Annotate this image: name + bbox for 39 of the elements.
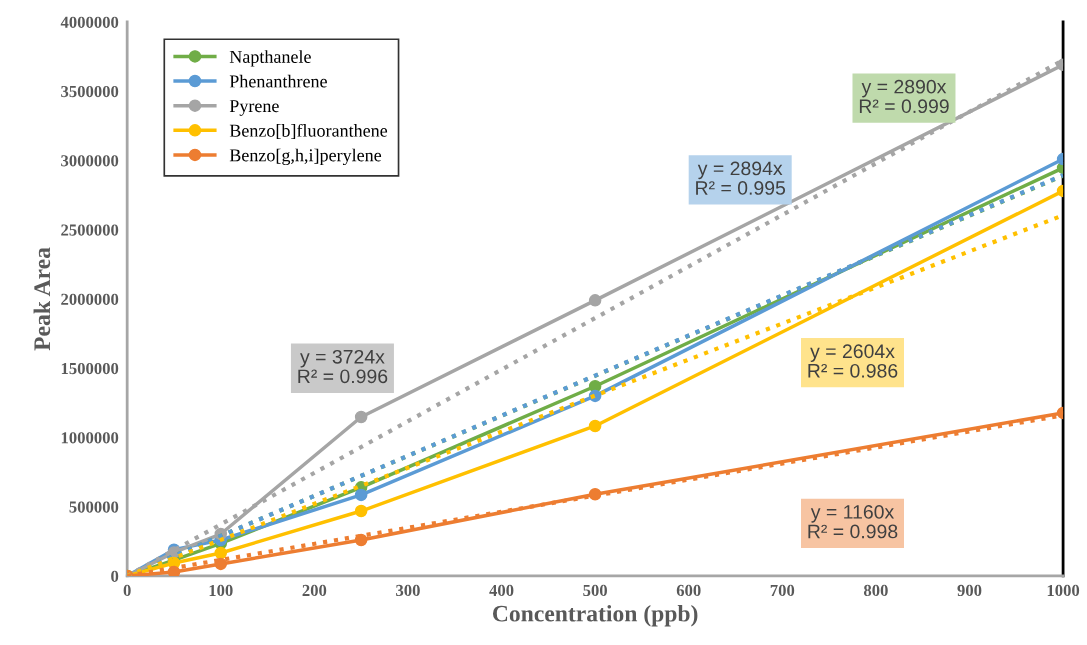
point xyxy=(588,419,602,433)
x-tick-label: 1000 xyxy=(1047,584,1080,597)
point xyxy=(588,294,602,307)
annotation: y = 2894x R² = 0.995 xyxy=(696,161,786,195)
annotation: y = 2604x R² = 0.986 xyxy=(808,344,898,378)
point xyxy=(354,504,368,518)
annotation: y = 1160x R² = 0.998 xyxy=(808,505,898,539)
x-tick-label: 700 xyxy=(770,584,795,597)
y-axis-title: Peak Area xyxy=(33,247,51,351)
y-tick-label: 3000000 xyxy=(61,155,119,167)
legend-label: Phenanthrene xyxy=(229,74,327,88)
point xyxy=(354,410,368,424)
annotation: y = 2890x R² = 0.999 xyxy=(859,79,949,114)
legend-label: Benzo[g,h,i]perylene xyxy=(229,148,382,166)
x-tick-label: 100 xyxy=(209,584,233,597)
legend-label: Pyrene xyxy=(229,100,279,116)
y-tick-label: 1000000 xyxy=(61,432,119,444)
annotation: y = 3724x R² = 0.996 xyxy=(298,349,388,384)
x-tick-label: 300 xyxy=(396,584,420,597)
y-tick-label: 2500000 xyxy=(61,224,119,236)
x-axis-title: Concentration (ppb) xyxy=(492,604,698,627)
x-tick-label: 400 xyxy=(489,584,514,597)
y-tick-label: 1500000 xyxy=(61,362,119,375)
point xyxy=(167,565,181,576)
point xyxy=(354,488,368,502)
x-tick-label: 500 xyxy=(583,584,607,597)
x-tick-label: 900 xyxy=(957,584,982,597)
x-tick-label: 800 xyxy=(863,584,888,597)
legend-label: Napthanele xyxy=(229,50,311,67)
y-tick-label: 3500000 xyxy=(61,85,119,98)
y-tick-label: 2000000 xyxy=(61,293,119,305)
y-tick-label: 500000 xyxy=(69,501,119,513)
x-tick-label: 0 xyxy=(123,584,131,597)
y-tick-label: 0 xyxy=(111,570,119,582)
y-tick-label: 4000000 xyxy=(60,16,119,28)
x-tick-label: 200 xyxy=(302,584,327,597)
x-tick-label: 600 xyxy=(676,584,701,597)
legend-label: Benzo[b]fluoranthene xyxy=(229,123,388,140)
point xyxy=(214,546,228,560)
